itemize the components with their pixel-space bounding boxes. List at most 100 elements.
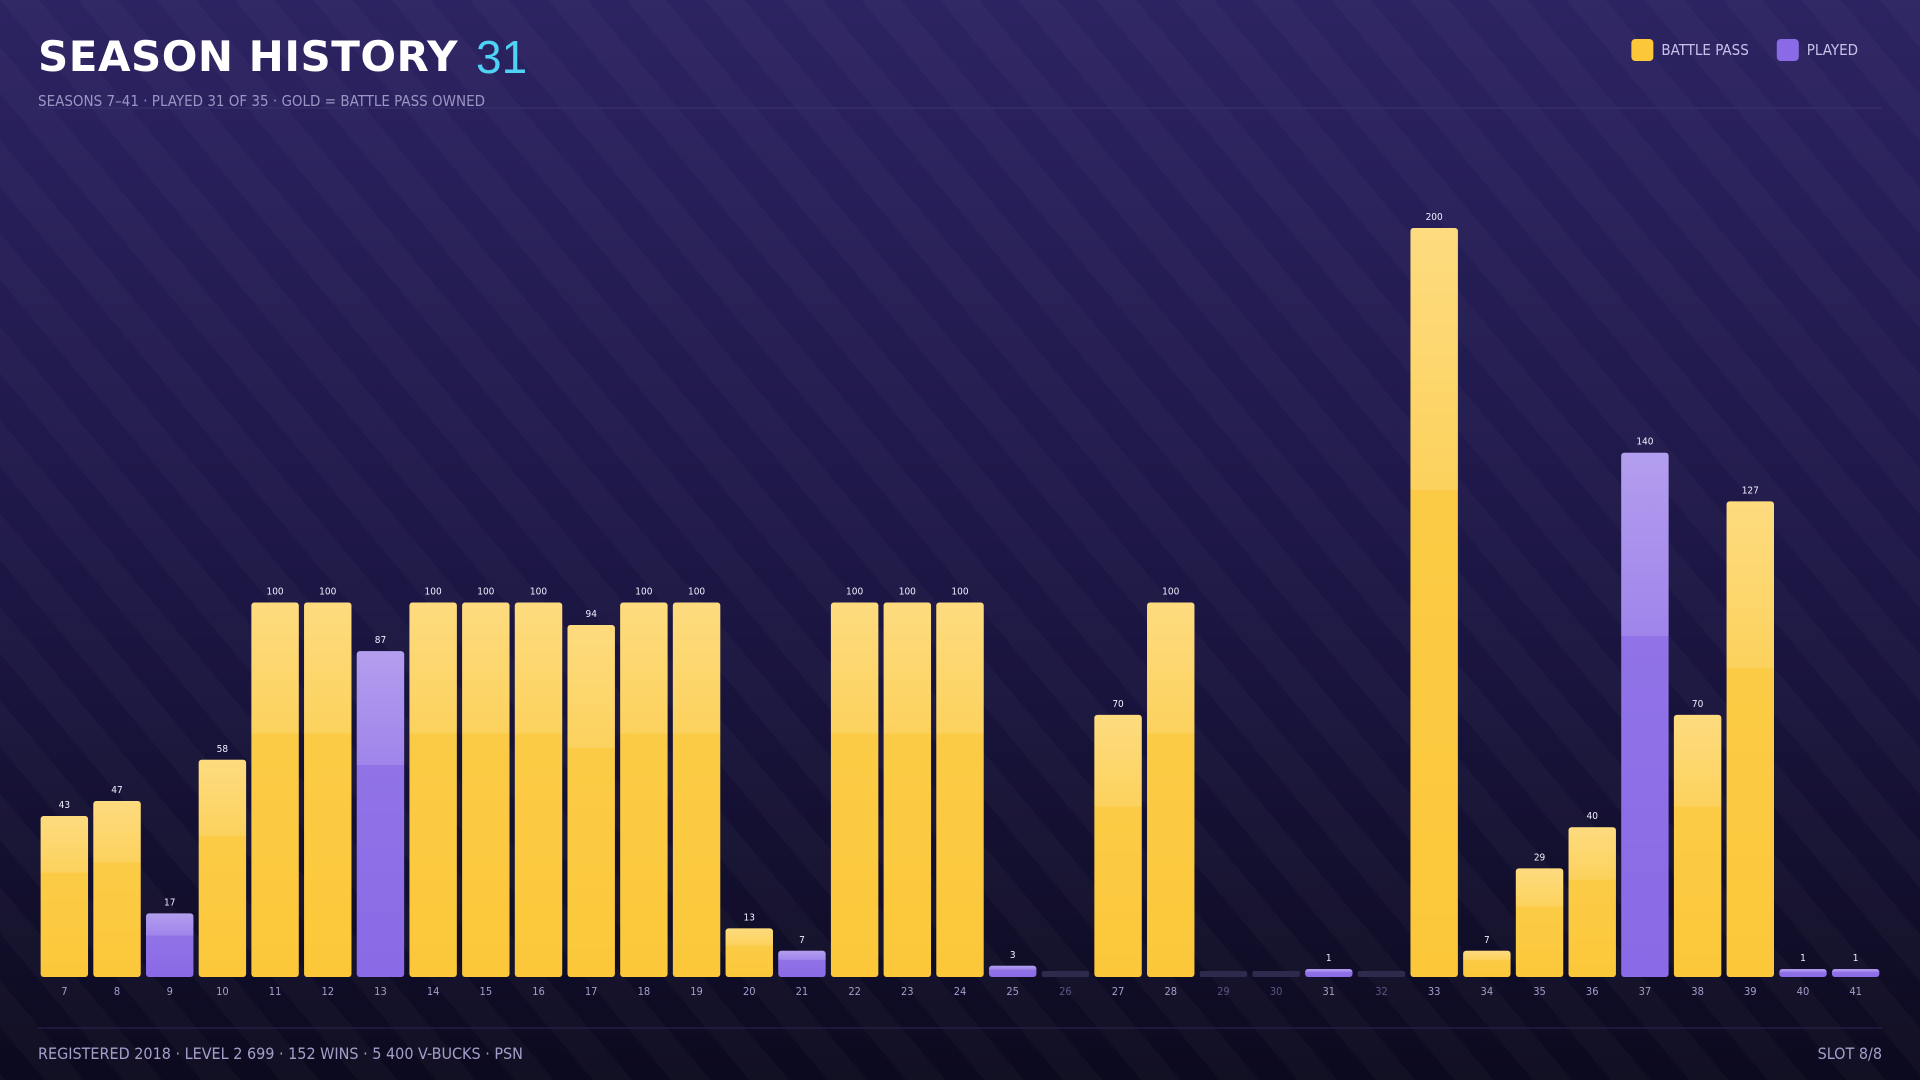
x-tick-label: 23 <box>901 985 914 998</box>
legend-label: PLAYED <box>1807 41 1858 59</box>
bar <box>936 602 984 977</box>
bar <box>462 602 510 977</box>
x-tick-label: 29 <box>1217 985 1230 998</box>
bar <box>1779 969 1827 977</box>
bar <box>251 602 299 977</box>
value-label: 7 <box>799 935 805 946</box>
footer-slot: SLOT 8/8 <box>1818 1044 1882 1063</box>
x-tick-label: 25 <box>1006 985 1019 998</box>
value-label: 1 <box>1800 953 1806 964</box>
bar <box>1094 714 1142 977</box>
legend-swatch <box>1776 39 1799 61</box>
value-label: 3 <box>1010 950 1016 961</box>
empty-slot <box>1252 971 1300 977</box>
x-tick-label: 35 <box>1533 985 1546 998</box>
bar <box>1305 969 1353 977</box>
value-label: 1 <box>1853 953 1859 964</box>
value-label: 17 <box>164 897 175 908</box>
bar <box>883 602 932 977</box>
subtitle: SEASONS 7–41 · PLAYED 31 OF 35 · GOLD = … <box>38 92 485 110</box>
bar <box>198 759 247 977</box>
bar <box>830 602 879 977</box>
legend: PLAYED BATTLE PASS <box>1631 39 1858 61</box>
value-label: 100 <box>688 587 705 598</box>
bar <box>1621 452 1669 977</box>
bar <box>1463 950 1511 977</box>
x-tick-label: 41 <box>1849 985 1862 998</box>
x-tick-label: 11 <box>269 985 282 998</box>
value-label: 94 <box>585 609 597 620</box>
bar <box>514 602 563 977</box>
value-label: 100 <box>266 587 283 598</box>
x-tick-label: 39 <box>1744 985 1757 998</box>
value-label: 47 <box>111 785 122 796</box>
value-label: 1 <box>1326 953 1332 964</box>
x-tick-label: 33 <box>1428 985 1441 998</box>
x-tick-label: 10 <box>216 985 229 998</box>
value-label: 70 <box>1692 699 1704 710</box>
value-label: 100 <box>951 587 968 598</box>
empty-slot <box>1041 971 1090 977</box>
bar <box>304 602 352 977</box>
value-label: 100 <box>1162 587 1179 598</box>
bar <box>567 624 615 977</box>
x-tick-label: 20 <box>743 985 756 998</box>
bar <box>672 602 721 977</box>
bar <box>988 965 1037 977</box>
legend-swatch <box>1631 39 1654 61</box>
bar <box>1673 714 1722 977</box>
value-label: 29 <box>1534 852 1546 863</box>
x-tick-label: 21 <box>796 985 809 998</box>
footer-stats: REGISTERED 2018 · LEVEL 2 699 · 152 WINS… <box>38 1044 523 1063</box>
x-tick-label: 36 <box>1586 985 1599 998</box>
value-label: 100 <box>319 587 336 598</box>
x-tick-label: 40 <box>1797 985 1810 998</box>
value-label: 140 <box>1636 437 1653 448</box>
bar <box>1831 969 1880 977</box>
bar <box>1515 868 1564 977</box>
x-tick-label: 19 <box>690 985 703 998</box>
x-tick-label: 9 <box>167 985 173 998</box>
bar <box>1410 228 1458 977</box>
value-label: 100 <box>530 587 547 598</box>
empty-slot <box>1357 971 1406 977</box>
x-tick-label: 8 <box>114 985 120 998</box>
value-label: 7 <box>1484 935 1490 946</box>
value-label: 127 <box>1742 485 1759 496</box>
value-label: 58 <box>217 744 229 755</box>
x-tick-label: 28 <box>1164 985 1177 998</box>
x-tick-label: 17 <box>585 985 598 998</box>
bar <box>40 815 89 977</box>
value-label: 43 <box>59 800 70 811</box>
bar <box>620 602 668 977</box>
season-count: 31 <box>476 31 527 83</box>
x-tick-label: 13 <box>374 985 387 998</box>
x-tick-label: 18 <box>638 985 651 998</box>
x-tick-label: 15 <box>480 985 493 998</box>
x-tick-label: 34 <box>1481 985 1494 998</box>
x-tick-label: 27 <box>1112 985 1125 998</box>
x-tick-label: 14 <box>427 985 440 998</box>
x-tick-label: 16 <box>532 985 545 998</box>
bar <box>1726 501 1774 977</box>
bar <box>1568 827 1616 977</box>
value-label: 40 <box>1587 811 1599 822</box>
bar <box>356 651 405 977</box>
bar <box>725 928 773 977</box>
x-tick-label: 24 <box>954 985 967 998</box>
x-tick-label: 7 <box>61 985 67 998</box>
x-tick-label: 32 <box>1375 985 1388 998</box>
legend-label: BATTLE PASS <box>1661 41 1748 59</box>
value-label: 100 <box>425 587 442 598</box>
x-tick-label: 26 <box>1059 985 1072 998</box>
value-label: 100 <box>477 587 494 598</box>
value-label: 13 <box>744 912 755 923</box>
bar <box>146 913 194 977</box>
x-tick-label: 30 <box>1270 985 1283 998</box>
x-tick-label: 31 <box>1323 985 1336 998</box>
value-label: 100 <box>846 587 863 598</box>
x-tick-label: 37 <box>1639 985 1652 998</box>
value-label: 100 <box>635 587 652 598</box>
value-label: 100 <box>899 587 916 598</box>
